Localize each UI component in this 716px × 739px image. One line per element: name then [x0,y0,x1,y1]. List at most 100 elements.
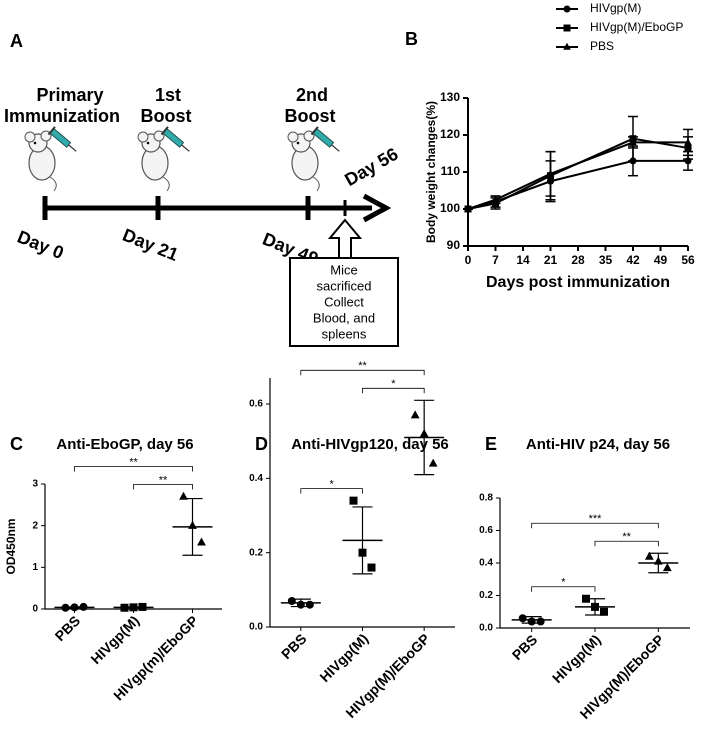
panel-label: A [10,31,23,51]
significance-bracket [531,522,659,529]
legend-marker [563,42,571,50]
marker [600,607,608,616]
timeline-arrow [362,193,392,223]
marker [305,600,314,609]
marker [428,458,438,467]
marker [662,563,672,572]
y-tick-label: 0.6 [479,525,493,536]
significance-bracket [74,466,193,472]
note-text: Collect [324,294,364,309]
chart-title: Anti-EboGP, day 56 [56,436,193,453]
significance-label: * [561,577,566,589]
marker [653,556,663,565]
marker [287,596,296,605]
y-tick-label: 0 [32,604,38,615]
marker [591,602,599,611]
legend-label: PBS [590,39,614,53]
significance-bracket [300,488,363,494]
y-tick-label: 120 [440,127,460,141]
x-tick-label: 49 [654,253,668,267]
panel-label: B [405,29,418,49]
marker [410,410,420,419]
x-tick-label: 7 [492,253,499,267]
marker [644,551,654,560]
legend-label: HIVgp(M)/EboGP [590,20,683,34]
x-tick-label: HIVgp(M) [87,612,142,667]
significance-label: * [330,479,335,491]
y-tick-label: 110 [441,164,461,178]
y-tick-label: 3 [32,479,38,490]
marker [138,602,147,611]
marker [349,496,358,505]
y-tick-label: 0.2 [249,547,263,558]
y-tick-label: 0.0 [479,623,493,634]
x-tick-label: 42 [626,253,640,267]
significance-bracket [133,484,193,490]
marker [491,195,500,203]
y-tick-label: 2 [32,520,38,531]
marker [296,600,305,609]
significance-label: ** [159,474,168,486]
significance-label: *** [589,513,603,525]
x-tick-label: PBS [52,612,84,644]
x-tick-label: 21 [544,253,558,267]
y-tick-label: 0.6 [249,399,263,410]
marker [419,428,429,437]
legend-marker [563,5,571,13]
marker [129,603,138,612]
y-tick-label: 0.4 [479,558,493,569]
marker [197,537,206,546]
y-tick-label: 130 [440,90,460,104]
note-text: Mice [330,262,357,277]
y-tick-label: 100 [440,201,460,215]
x-tick-label: PBS [509,631,541,663]
marker [120,603,129,612]
significance-label: ** [622,531,631,543]
legend-label: HIVgp(M) [590,1,641,15]
x-tick-label: 0 [465,253,472,267]
y-tick-label: 0.4 [249,473,263,484]
marker [464,204,472,212]
x-tick-label: HIVgp(M) [549,631,604,686]
legend-marker [563,24,571,32]
mouse-icon [287,125,344,192]
panel-label: C [10,434,23,454]
note-box [289,257,399,347]
y-axis-label: Body weight changes(%) [424,101,438,243]
marker [358,548,367,557]
marker [70,603,79,612]
marker [179,491,188,500]
significance-bracket [531,586,596,592]
marker [629,138,637,146]
marker [367,563,376,572]
day-label: Day 21 [120,225,181,265]
event-title: Primary [36,85,103,105]
x-tick-label: HIVgp(M) [316,630,371,685]
event-title: Boost [285,106,336,126]
chart-title: Anti-HIV p24, day 56 [526,436,670,453]
note-text: Blood, and [313,310,375,325]
chart-title: Anti-HIVgp120, day 56 [291,436,449,453]
y-tick-label: 1 [32,562,38,573]
note-text: sacrificed [317,278,372,293]
marker [536,617,545,626]
x-tick-label: 35 [599,253,613,267]
y-tick-label: 0.0 [249,622,263,633]
event-title: 2nd [296,85,328,105]
significance-label: * [391,378,396,390]
marker [582,594,590,603]
marker [79,602,88,611]
y-tick-label: 0.8 [479,493,493,504]
significance-label: ** [129,456,138,468]
x-tick-label: PBS [278,630,310,662]
marker [188,520,197,529]
marker [61,603,70,612]
panel-a: A Primary Immunization 1st Boost 2nd Boo… [4,31,402,347]
marker [527,617,536,626]
panel-label: D [255,434,268,454]
hollow-arrow [327,218,363,259]
x-axis-label: Days post immunization [486,274,670,291]
mouse-icon [137,125,194,192]
significance-bracket [300,369,425,376]
